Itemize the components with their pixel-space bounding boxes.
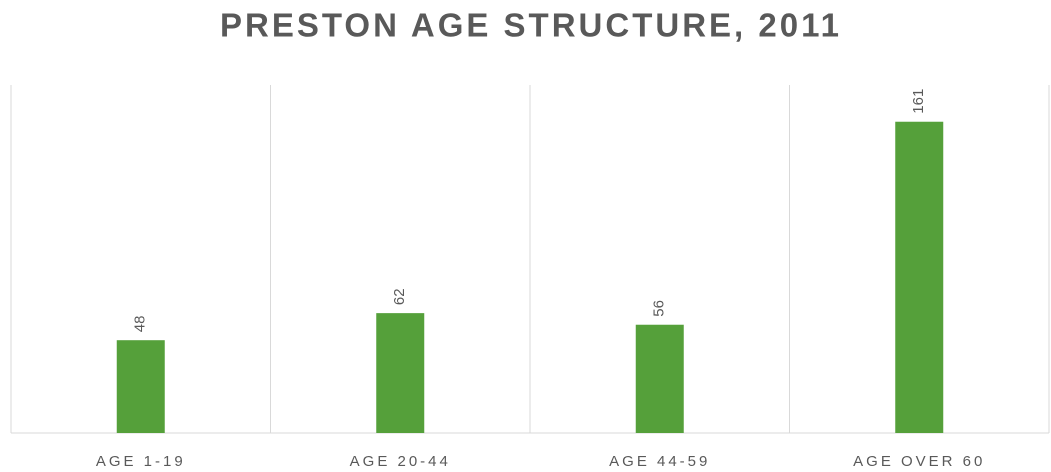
bar [895,121,944,433]
data-label: 62 [391,288,408,305]
x-tick-label: AGE 1-19 [96,453,186,470]
data-label: 56 [651,300,668,317]
x-tick-label: AGE OVER 60 [853,453,985,470]
data-label: 161 [910,89,927,114]
bar [116,340,165,433]
data-label: 48 [132,316,149,333]
bar [635,324,684,433]
bar [376,313,425,433]
x-tick-label: AGE 44-59 [609,453,710,470]
chart-title: PRESTON AGE STRUCTURE, 2011 [220,7,842,44]
x-tick-label: AGE 20-44 [350,453,451,470]
